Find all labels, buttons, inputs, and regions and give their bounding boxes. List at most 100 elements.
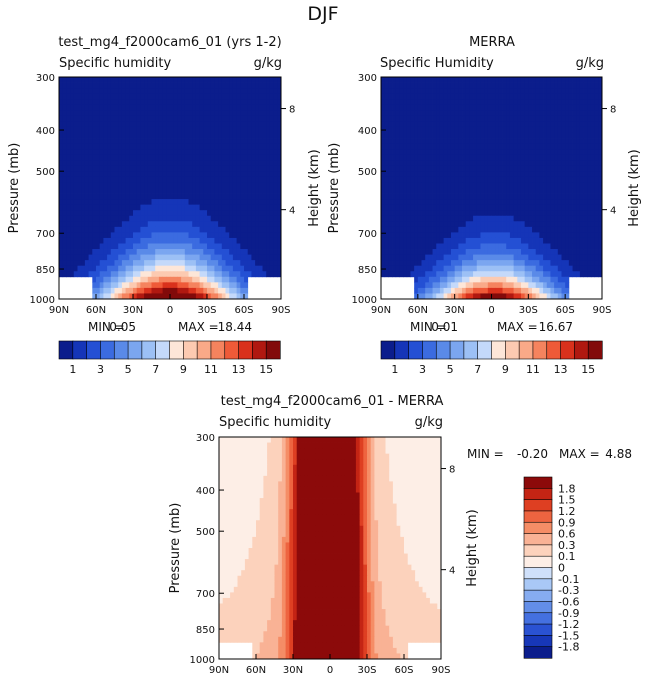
heatmap-cell: [576, 177, 580, 183]
heatmap-cell: [484, 238, 488, 244]
heatmap-cell: [532, 216, 536, 222]
heatmap-cell: [484, 227, 488, 233]
heatmap-cell: [155, 88, 159, 94]
heatmap-cell: [170, 244, 174, 250]
heatmap-cell: [517, 177, 521, 183]
heatmap-cell: [388, 194, 392, 200]
heatmap-cell: [189, 155, 193, 161]
heatmap-cell: [510, 221, 514, 227]
heatmap-cell: [259, 155, 263, 161]
heatmap-cell: [100, 282, 104, 288]
heatmap-cell: [510, 171, 514, 177]
heatmap-cell: [133, 83, 137, 89]
heatmap-cell: [554, 266, 558, 272]
heatmap-cell: [455, 88, 459, 94]
heatmap-cell: [410, 194, 414, 200]
heatmap-cell: [506, 133, 510, 139]
heatmap-cell: [78, 271, 82, 277]
colorbar-swatch: [533, 341, 547, 359]
heatmap-cell: [107, 160, 111, 166]
heatmap-cell: [192, 138, 196, 144]
heatmap-cell: [477, 105, 481, 111]
heatmap-cell: [477, 177, 481, 183]
heatmap-cell: [248, 260, 252, 266]
heatmap-cell: [506, 144, 510, 150]
heatmap-cell: [455, 194, 459, 200]
heatmap-cell: [547, 288, 551, 294]
heatmap-cell: [118, 232, 122, 238]
heatmap-cell: [396, 255, 400, 261]
heatmap-cell: [539, 77, 543, 83]
heatmap-cell: [218, 144, 222, 150]
heatmap-cell: [473, 244, 477, 250]
heatmap-cell: [259, 199, 263, 205]
heatmap-cell: [304, 437, 308, 443]
heatmap-cell: [517, 160, 521, 166]
heatmap-cell: [111, 127, 115, 133]
heatmap-cell: [488, 155, 492, 161]
heatmap-cell: [155, 232, 159, 238]
heatmap-cell: [444, 194, 448, 200]
heatmap-cell: [103, 199, 107, 205]
heatmap-cell: [595, 210, 599, 216]
heatmap-cell: [196, 199, 200, 205]
heatmap-cell: [587, 216, 591, 222]
heatmap-cell: [554, 188, 558, 194]
heatmap-cell: [85, 116, 89, 122]
heatmap-cell: [163, 260, 167, 266]
heatmap-cell: [255, 133, 259, 139]
heatmap-cell: [388, 260, 392, 266]
heatmap-cell: [170, 133, 174, 139]
heatmap-cell: [85, 182, 89, 188]
heatmap-cell: [152, 205, 156, 211]
heatmap-cell: [573, 133, 577, 139]
heatmap-cell: [477, 266, 481, 272]
heatmap-cell: [492, 77, 496, 83]
heatmap-cell: [469, 166, 473, 172]
heatmap-cell: [92, 133, 96, 139]
heatmap-cell: [418, 77, 422, 83]
heatmap-cell: [466, 155, 470, 161]
heatmap-cell: [558, 277, 562, 283]
heatmap-cell: [433, 255, 437, 261]
heatmap-cell: [96, 105, 100, 111]
heatmap-cell: [584, 88, 588, 94]
heatmap-cell: [510, 260, 514, 266]
heatmap-cell: [137, 266, 141, 272]
heatmap-cell: [414, 77, 418, 83]
heatmap-cell: [587, 205, 591, 211]
heatmap-cell: [59, 194, 63, 200]
heatmap-cell: [211, 216, 215, 222]
heatmap-cell: [396, 232, 400, 238]
heatmap-cell: [163, 271, 167, 277]
heatmap-cell: [263, 110, 267, 116]
heatmap-cell: [181, 277, 185, 283]
heatmap-cell: [403, 199, 407, 205]
heatmap-cell: [525, 160, 529, 166]
heatmap-cell: [129, 83, 133, 89]
heatmap-cell: [63, 171, 67, 177]
heatmap-cell: [251, 177, 255, 183]
heatmap-cell: [163, 221, 167, 227]
heatmap-cell: [576, 216, 580, 222]
heatmap-cell: [89, 99, 93, 105]
heatmap-cell: [244, 77, 248, 83]
heatmap-cell: [244, 138, 248, 144]
heatmap-cell: [66, 77, 70, 83]
heatmap-cell: [392, 99, 396, 105]
heatmap-cell: [587, 232, 591, 238]
heatmap-cell: [569, 232, 573, 238]
heatmap-cell: [155, 171, 159, 177]
heatmap-cell: [469, 210, 473, 216]
heatmap-cell: [595, 166, 599, 172]
heatmap-cell: [200, 232, 204, 238]
y-tick-label: 850: [358, 265, 377, 276]
heatmap-cell: [214, 199, 218, 205]
heatmap-cell: [580, 121, 584, 127]
heatmap-cell: [573, 232, 577, 238]
heatmap-cell: [466, 133, 470, 139]
heatmap-cell: [425, 188, 429, 194]
heatmap-cell: [74, 266, 78, 272]
heatmap-cell: [403, 144, 407, 150]
heatmap-cell: [525, 105, 529, 111]
